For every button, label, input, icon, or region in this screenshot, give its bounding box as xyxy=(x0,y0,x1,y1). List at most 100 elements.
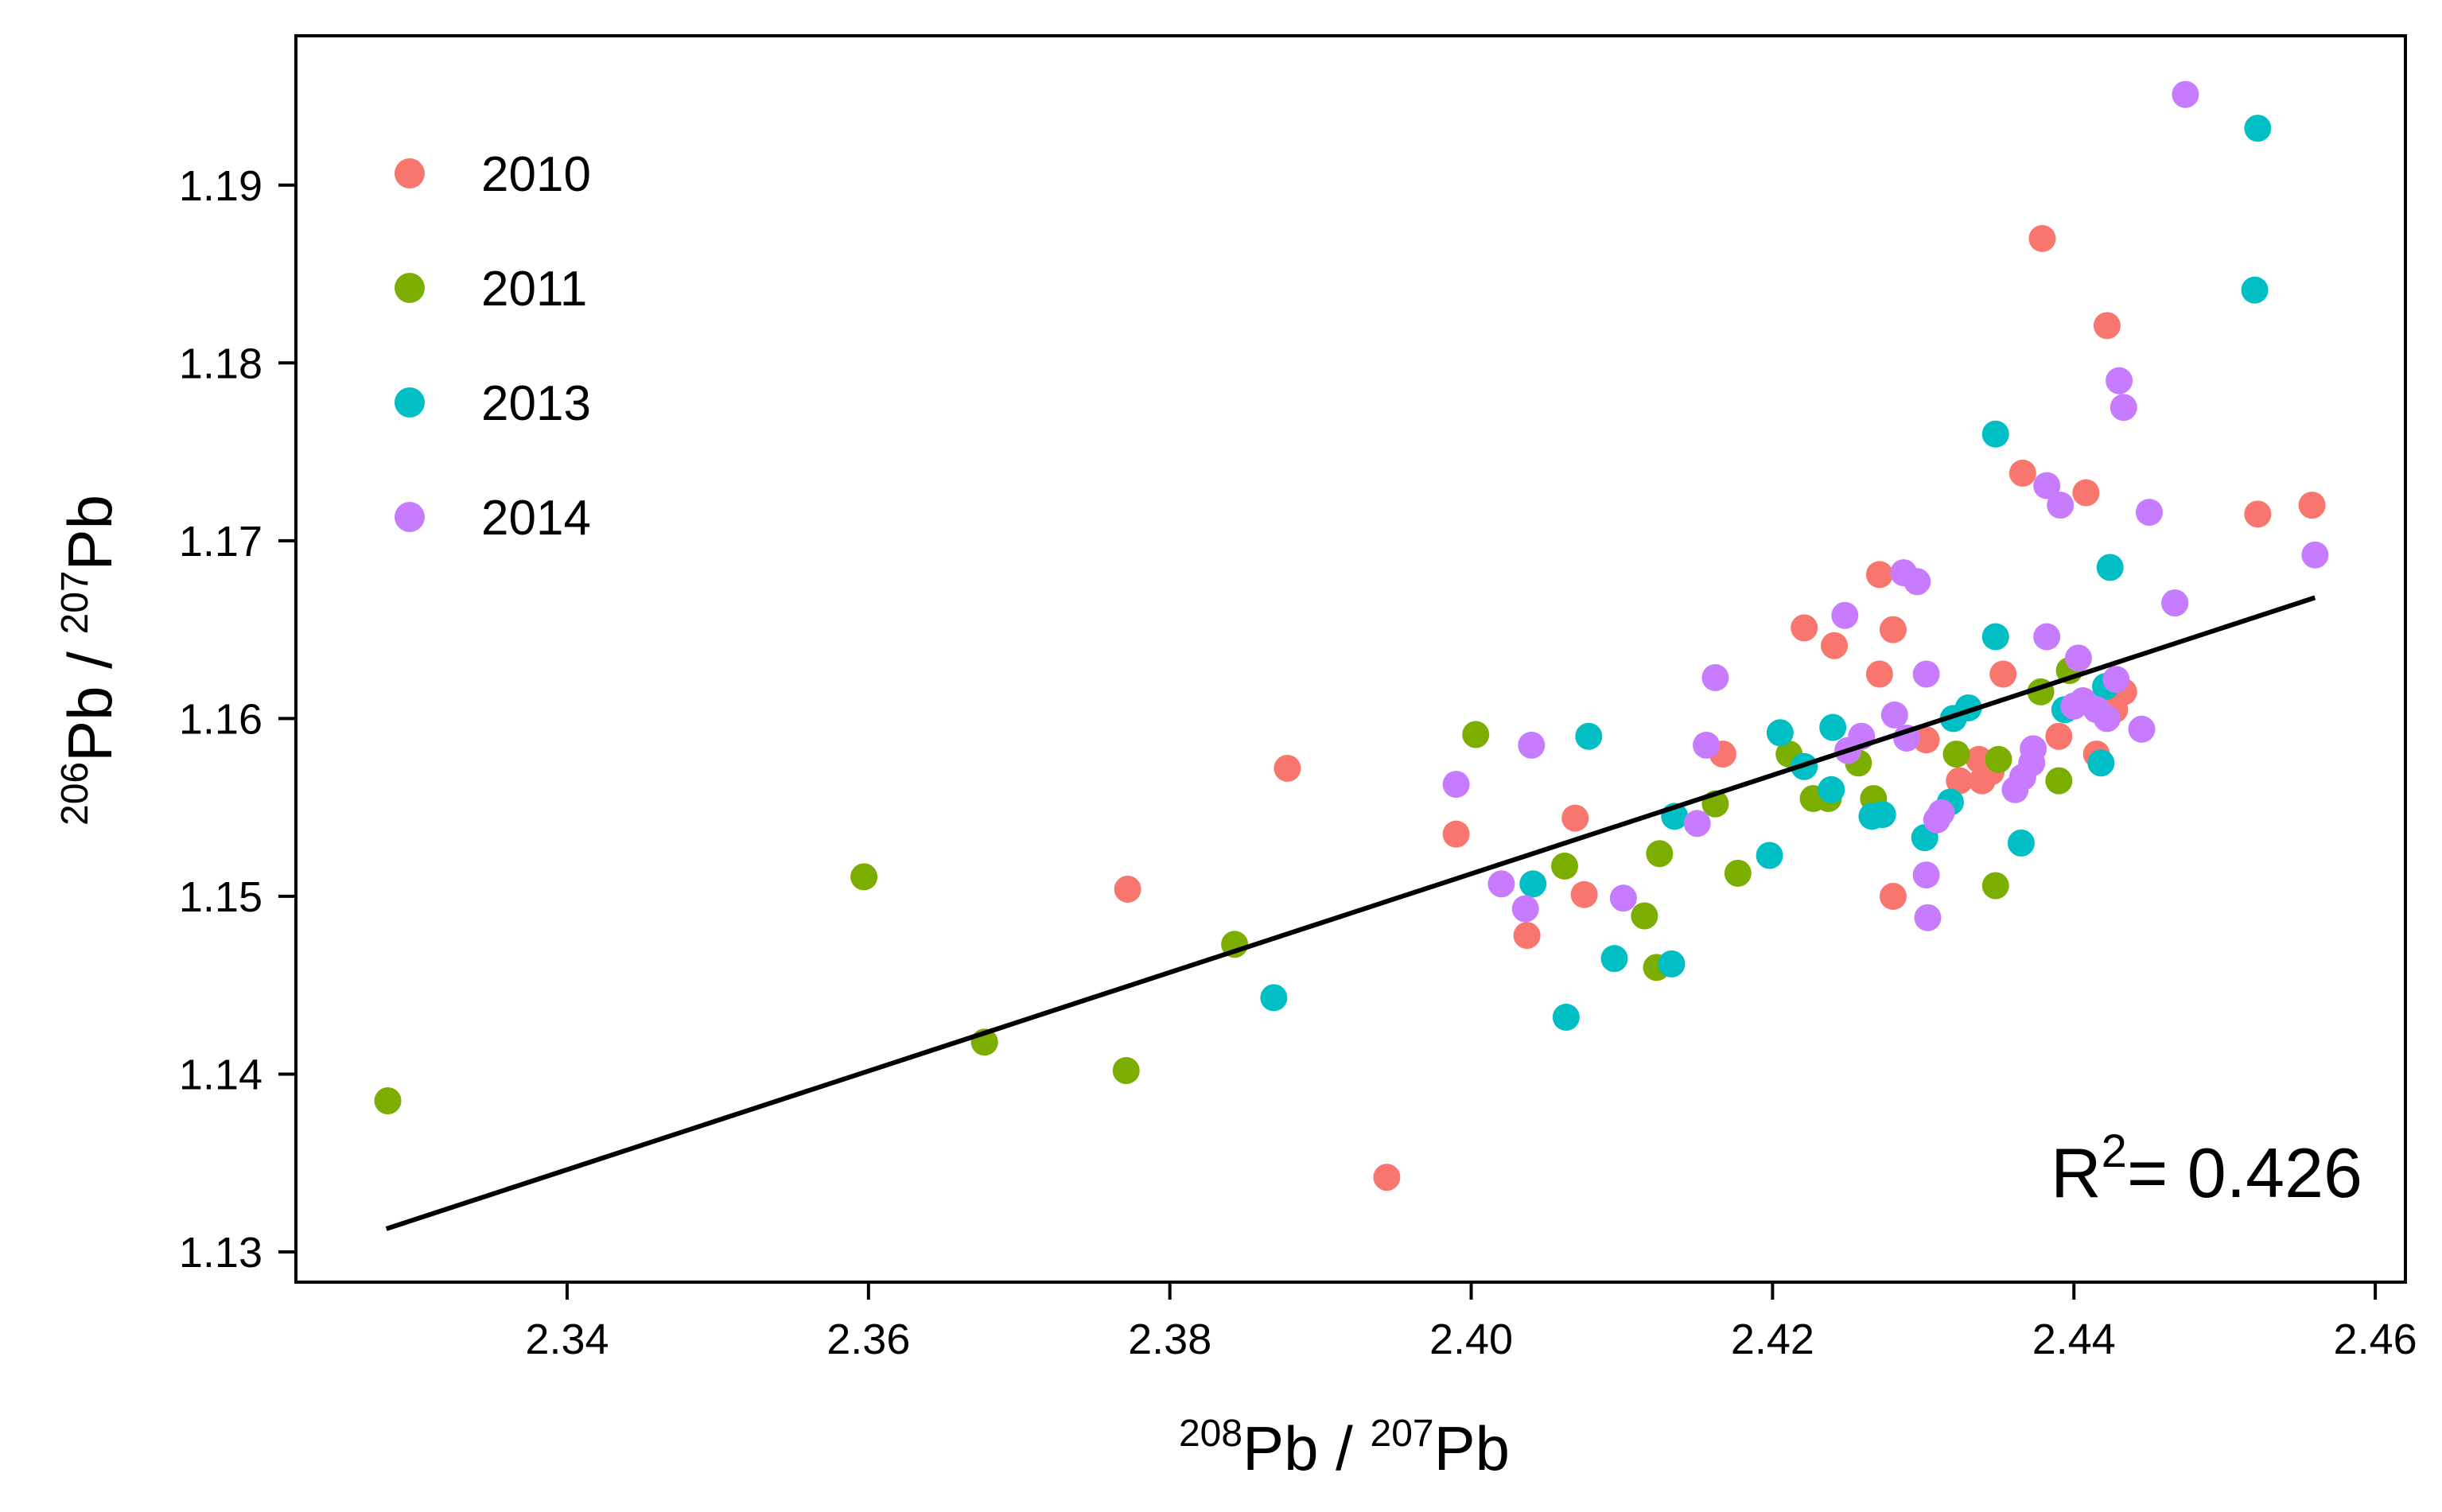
data-point xyxy=(1981,420,2009,448)
data-point xyxy=(1766,719,1794,747)
data-point xyxy=(1879,616,1907,643)
y-title-isotope-a: 206 xyxy=(54,762,96,826)
data-point xyxy=(2047,492,2075,519)
data-point xyxy=(1912,660,1940,688)
data-point xyxy=(2106,367,2133,395)
r-squared-value: = 0.426 xyxy=(2127,1133,2362,1212)
data-point xyxy=(1513,922,1541,950)
data-point xyxy=(850,863,878,891)
legend-label-2014: 2014 xyxy=(481,491,591,546)
data-point xyxy=(2298,492,2326,519)
data-point xyxy=(2093,312,2121,340)
data-point xyxy=(1112,1056,1140,1084)
data-point xyxy=(2135,499,2163,527)
data-point xyxy=(1561,804,1589,832)
data-point xyxy=(1442,771,1470,799)
y-tick-label: 1.13 xyxy=(179,1229,262,1277)
data-point xyxy=(2128,715,2156,743)
data-point xyxy=(1609,884,1637,912)
x-tick-label: 2.36 xyxy=(826,1316,910,1363)
data-point xyxy=(1518,731,1546,759)
data-point xyxy=(1550,852,1578,880)
data-point xyxy=(2110,394,2137,422)
data-point xyxy=(1570,880,1598,908)
x-title-isotope-a: 208 xyxy=(1179,1413,1242,1455)
y-title-isotope-b: 207 xyxy=(54,570,96,634)
data-point xyxy=(1683,810,1711,838)
data-point xyxy=(2072,479,2100,507)
r-squared-symbol: R xyxy=(2051,1133,2102,1212)
legend-marker-2011 xyxy=(395,273,425,303)
data-points xyxy=(374,80,2329,1191)
data-point xyxy=(1701,663,1729,691)
data-point xyxy=(1273,754,1301,782)
r-squared-annotation: R2= 0.426 xyxy=(2051,1125,2362,1212)
data-point xyxy=(1693,731,1721,759)
series-2010 xyxy=(1114,224,2326,1191)
series-2011 xyxy=(374,657,2083,1114)
data-point xyxy=(1791,614,1818,642)
data-point xyxy=(2045,767,2073,795)
x-tick-label: 2.38 xyxy=(1128,1316,1211,1363)
data-point xyxy=(2161,589,2189,617)
x-tick-label: 2.42 xyxy=(1731,1316,1814,1363)
y-tick-label: 1.15 xyxy=(179,873,262,921)
data-point xyxy=(1511,895,1539,923)
data-point xyxy=(1927,799,1955,826)
data-point xyxy=(2096,554,2124,581)
data-point xyxy=(1260,984,1288,1012)
data-point xyxy=(1818,775,1845,803)
data-point xyxy=(2028,224,2056,252)
data-point xyxy=(2244,500,2272,528)
data-point xyxy=(2093,705,2121,733)
x-tick-label: 2.40 xyxy=(1429,1316,1513,1363)
r-squared-superscript: 2 xyxy=(2102,1125,2127,1177)
data-point xyxy=(2172,80,2199,108)
legend-label-2013: 2013 xyxy=(481,376,591,431)
y-tick-label: 1.18 xyxy=(179,340,262,387)
data-point xyxy=(1575,722,1603,750)
data-point xyxy=(2102,666,2130,694)
data-point xyxy=(1985,745,2012,773)
legend-marker-2013 xyxy=(395,387,425,418)
y-tick-label: 1.19 xyxy=(179,162,262,210)
y-title-element-a: Pb xyxy=(55,686,125,762)
legend-marker-2010 xyxy=(395,158,425,189)
data-point xyxy=(1631,902,1658,930)
data-point xyxy=(2033,623,2061,651)
data-point xyxy=(374,1086,402,1114)
legend-label-2011: 2011 xyxy=(481,262,587,317)
data-point xyxy=(1903,568,1931,596)
data-point xyxy=(2045,722,2073,750)
x-title-separator: / xyxy=(1318,1413,1370,1483)
data-point xyxy=(2241,276,2269,304)
regression-line-layer xyxy=(385,595,2316,1231)
data-point xyxy=(1981,623,2009,651)
data-point xyxy=(2007,829,2035,857)
data-point xyxy=(1519,870,1547,898)
data-point xyxy=(1989,660,2017,688)
legend-marker-2014 xyxy=(395,502,425,532)
data-point xyxy=(1831,601,1859,629)
plot-frame xyxy=(294,34,2407,1284)
x-tick-label: 2.46 xyxy=(2334,1316,2417,1363)
data-point xyxy=(2244,115,2272,142)
data-point xyxy=(1865,561,1893,589)
data-point xyxy=(2008,459,2036,487)
data-point xyxy=(1756,842,1783,869)
x-tick-label: 2.34 xyxy=(525,1316,609,1363)
data-point xyxy=(1880,701,1908,729)
y-title-separator: / xyxy=(55,634,125,686)
data-point xyxy=(1942,740,1970,768)
data-point xyxy=(2020,735,2047,763)
y-tick-label: 1.17 xyxy=(179,518,262,566)
data-point xyxy=(1462,721,1490,748)
data-point xyxy=(1912,861,1940,889)
data-point xyxy=(1865,660,1893,688)
data-point xyxy=(2033,472,2061,499)
data-point xyxy=(2064,644,2092,672)
data-point xyxy=(1912,726,1940,754)
data-point xyxy=(1646,840,1674,868)
